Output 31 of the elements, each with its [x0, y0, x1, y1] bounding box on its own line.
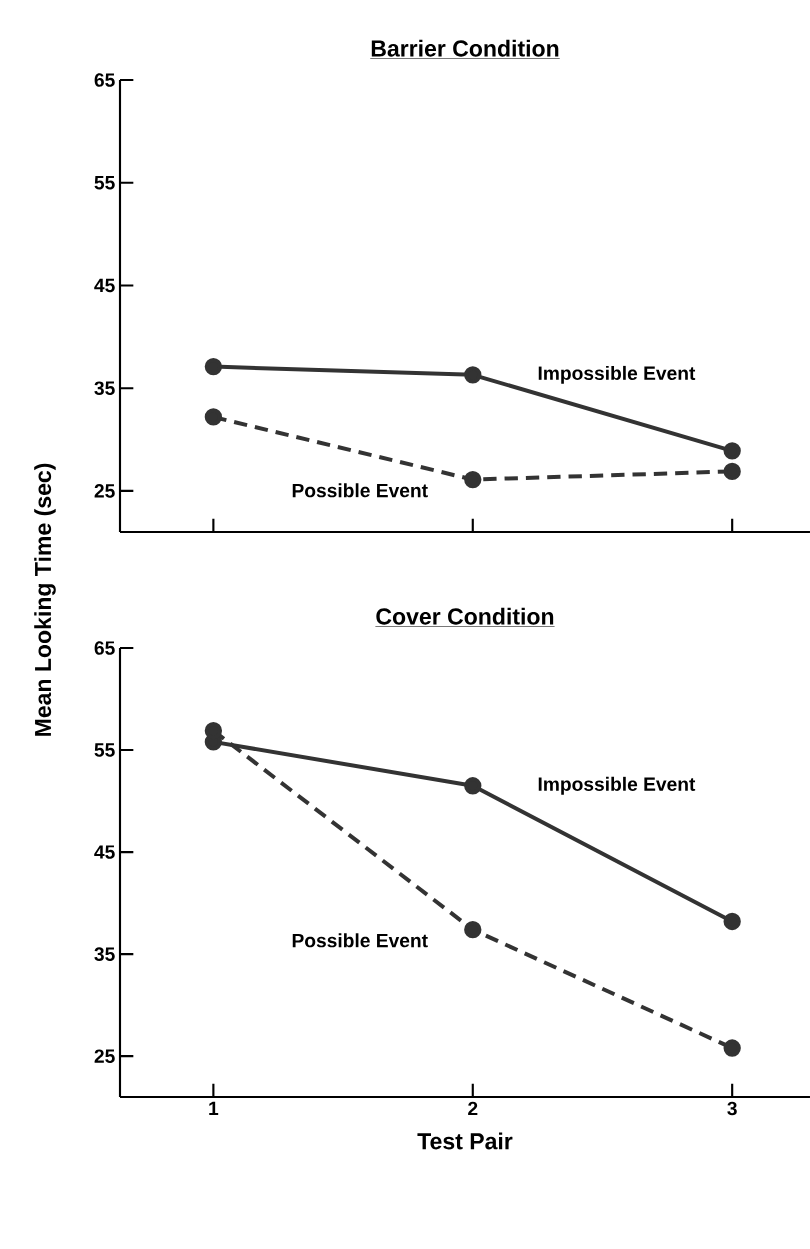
- point: [464, 920, 482, 939]
- y-axis-title: Mean Looking Time (sec): [34, 463, 56, 736]
- x-tick-label: 1: [209, 1101, 219, 1115]
- point: [204, 357, 223, 376]
- point: [723, 1039, 741, 1057]
- point: [204, 408, 223, 426]
- y-tick-label: 65: [94, 641, 115, 655]
- y-tick-label: 55: [94, 176, 115, 190]
- chart-title: Barrier Condition: [371, 39, 559, 57]
- series-label: Impossible Event: [538, 776, 696, 795]
- y-tick-label: 25: [94, 484, 115, 498]
- point: [464, 366, 482, 384]
- x-tick-label: 2: [468, 1101, 478, 1116]
- y-tick-label: 65: [94, 73, 115, 87]
- point: [723, 462, 741, 481]
- point: [464, 470, 482, 489]
- series-label: Possible Event: [292, 933, 428, 948]
- y-tick-label: 35: [94, 947, 115, 961]
- chart-title: Cover Condition: [376, 607, 554, 625]
- y-tick-label: 45: [94, 845, 115, 859]
- point: [723, 442, 741, 460]
- y-tick-label: 35: [94, 381, 115, 395]
- x-tick-label: 3: [727, 1101, 737, 1116]
- y-tick-label: 25: [94, 1049, 115, 1063]
- point: [464, 777, 482, 795]
- series-label: Impossible Event: [538, 365, 696, 384]
- y-tick-label: 55: [94, 743, 115, 757]
- x-axis-title: Test Pair: [417, 1132, 513, 1150]
- point: [723, 912, 741, 931]
- y-tick-label: 45: [94, 278, 115, 293]
- series-label: Possible Event: [292, 483, 428, 498]
